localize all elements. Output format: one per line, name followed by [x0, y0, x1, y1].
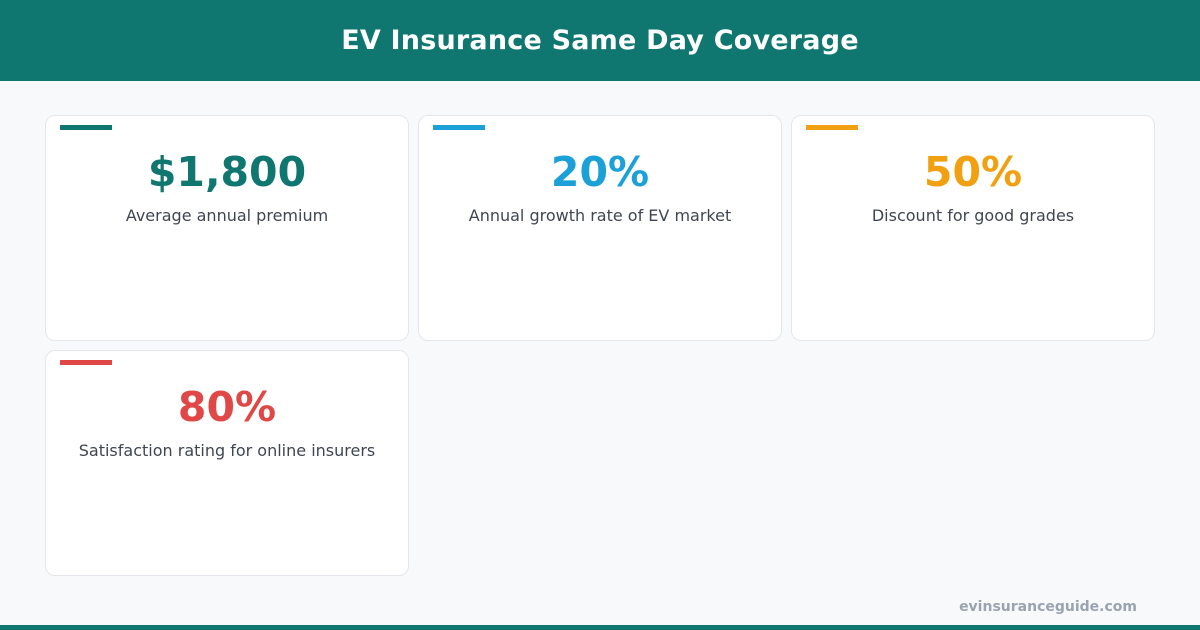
stat-card-growth: 20% Annual growth rate of EV market	[418, 115, 782, 341]
page-title: EV Insurance Same Day Coverage	[341, 25, 859, 56]
stat-value: 50%	[923, 148, 1023, 196]
stat-card-discount: 50% Discount for good grades	[791, 115, 1155, 341]
card-accent-bar	[433, 125, 485, 130]
stat-label: Discount for good grades	[871, 206, 1075, 225]
footer-site-link[interactable]: evinsuranceguide.com	[959, 599, 1137, 615]
stat-value: 80%	[177, 383, 277, 431]
stat-label: Satisfaction rating for online insurers	[78, 441, 376, 460]
card-accent-bar	[806, 125, 858, 130]
stat-card-satisfaction: 80% Satisfaction rating for online insur…	[45, 350, 409, 576]
stat-label: Average annual premium	[125, 206, 329, 225]
stat-label: Annual growth rate of EV market	[468, 206, 732, 225]
stat-value: $1,800	[147, 148, 307, 196]
page-header: EV Insurance Same Day Coverage	[0, 0, 1200, 81]
card-accent-bar	[60, 125, 112, 130]
bottom-accent-bar	[0, 625, 1200, 630]
stat-value: 20%	[550, 148, 650, 196]
stat-card-premium: $1,800 Average annual premium	[45, 115, 409, 341]
card-accent-bar	[60, 360, 112, 365]
